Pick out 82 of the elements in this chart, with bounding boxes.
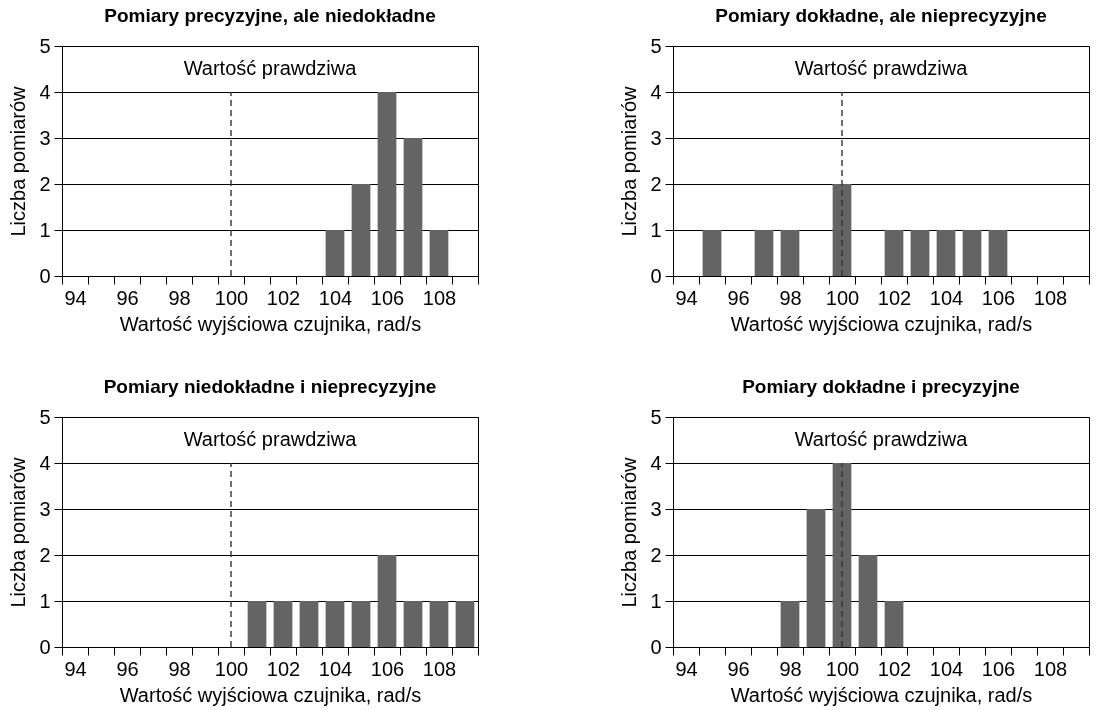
x-tick-label: 106 — [370, 286, 405, 309]
y-tick-label: 0 — [39, 635, 51, 658]
x-tick-label: 104 — [929, 657, 964, 680]
y-tick-label: 1 — [650, 218, 662, 241]
x-tick-label: 108 — [1033, 286, 1068, 309]
x-tick-label: 96 — [727, 657, 750, 680]
x-tick-label: 102 — [266, 657, 301, 680]
x-tick-label: 108 — [422, 657, 457, 680]
x-tick-label: 94 — [64, 286, 87, 309]
x-axis-title: Wartość wyjściowa czujnika, rad/s — [119, 312, 422, 335]
bar — [858, 555, 878, 647]
x-tick-label: 98 — [168, 286, 191, 309]
bar — [429, 230, 449, 276]
x-axis-title: Wartość wyjściowa czujnika, rad/s — [730, 312, 1033, 335]
y-axis-title: Liczba pomiarów — [618, 85, 641, 237]
y-tick-label: 2 — [39, 172, 51, 195]
x-tick-label: 104 — [318, 657, 353, 680]
bar — [325, 230, 345, 276]
x-tick-label: 100 — [825, 657, 860, 680]
x-tick-label: 98 — [779, 657, 802, 680]
y-axis-title: Liczba pomiarów — [618, 456, 641, 608]
x-tick-label: 96 — [116, 657, 139, 680]
y-tick-label: 4 — [39, 80, 51, 103]
bar — [780, 601, 800, 647]
bar — [884, 601, 904, 647]
y-axis-title: Liczba pomiarów — [7, 456, 30, 608]
x-tick-label: 98 — [779, 286, 802, 309]
bar — [403, 138, 423, 276]
y-tick-label: 4 — [650, 80, 662, 103]
x-tick-label: 108 — [422, 286, 457, 309]
y-tick-label: 4 — [39, 451, 51, 474]
x-tick-label: 96 — [116, 286, 139, 309]
y-tick-label: 1 — [39, 589, 51, 612]
x-tick-label: 100 — [825, 286, 860, 309]
x-tick-label: 100 — [214, 286, 249, 309]
x-tick-label: 96 — [727, 286, 750, 309]
y-axis-title: Liczba pomiarów — [7, 85, 30, 237]
chart-title: Pomiary precyzyjne, ale niedokładne — [104, 5, 436, 26]
ref-line-label: Wartość prawdziwa — [794, 428, 969, 450]
x-tick-label: 102 — [877, 657, 912, 680]
y-tick-label: 5 — [650, 34, 662, 57]
ref-line-label: Wartość prawdziwa — [794, 57, 969, 79]
y-tick-label: 4 — [650, 451, 662, 474]
bar — [351, 184, 371, 276]
y-tick-label: 3 — [39, 497, 51, 520]
y-tick-label: 5 — [39, 405, 51, 428]
x-tick-label: 108 — [1033, 657, 1068, 680]
x-tick-label: 94 — [64, 657, 87, 680]
x-tick-label: 102 — [877, 286, 912, 309]
y-tick-label: 3 — [650, 126, 662, 149]
y-tick-label: 5 — [39, 34, 51, 57]
x-tick-label: 106 — [370, 657, 405, 680]
y-tick-label: 5 — [650, 405, 662, 428]
x-tick-label: 102 — [266, 286, 301, 309]
y-tick-label: 2 — [39, 543, 51, 566]
chart-title: Pomiary dokładne, ale nieprecyzyjne — [715, 5, 1047, 26]
ref-line-label: Wartość prawdziwa — [183, 428, 358, 450]
x-tick-label: 104 — [929, 286, 964, 309]
bar — [832, 463, 852, 647]
y-tick-label: 3 — [39, 126, 51, 149]
y-tick-label: 0 — [39, 264, 51, 287]
x-axis-title: Wartość wyjściowa czujnika, rad/s — [119, 683, 422, 706]
y-tick-label: 2 — [650, 543, 662, 566]
ref-line-label: Wartość prawdziwa — [183, 57, 358, 79]
x-axis-title: Wartość wyjściowa czujnika, rad/s — [730, 683, 1033, 706]
x-tick-label: 106 — [981, 657, 1016, 680]
x-tick-label: 100 — [214, 657, 249, 680]
y-tick-label: 1 — [650, 589, 662, 612]
chart-title: Pomiary niedokładne i nieprecyzyjne — [103, 376, 437, 397]
bar — [806, 509, 826, 647]
y-tick-label: 0 — [650, 635, 662, 658]
y-tick-label: 3 — [650, 497, 662, 520]
x-tick-label: 94 — [675, 286, 698, 309]
x-tick-label: 98 — [168, 657, 191, 680]
x-tick-label: 104 — [318, 286, 353, 309]
x-tick-label: 94 — [675, 657, 698, 680]
y-tick-label: 0 — [650, 264, 662, 287]
y-tick-label: 1 — [39, 218, 51, 241]
y-tick-label: 2 — [650, 172, 662, 195]
chart-title: Pomiary dokładne i precyzyjne — [742, 376, 1020, 397]
bar — [377, 92, 397, 276]
x-tick-label: 106 — [981, 286, 1016, 309]
